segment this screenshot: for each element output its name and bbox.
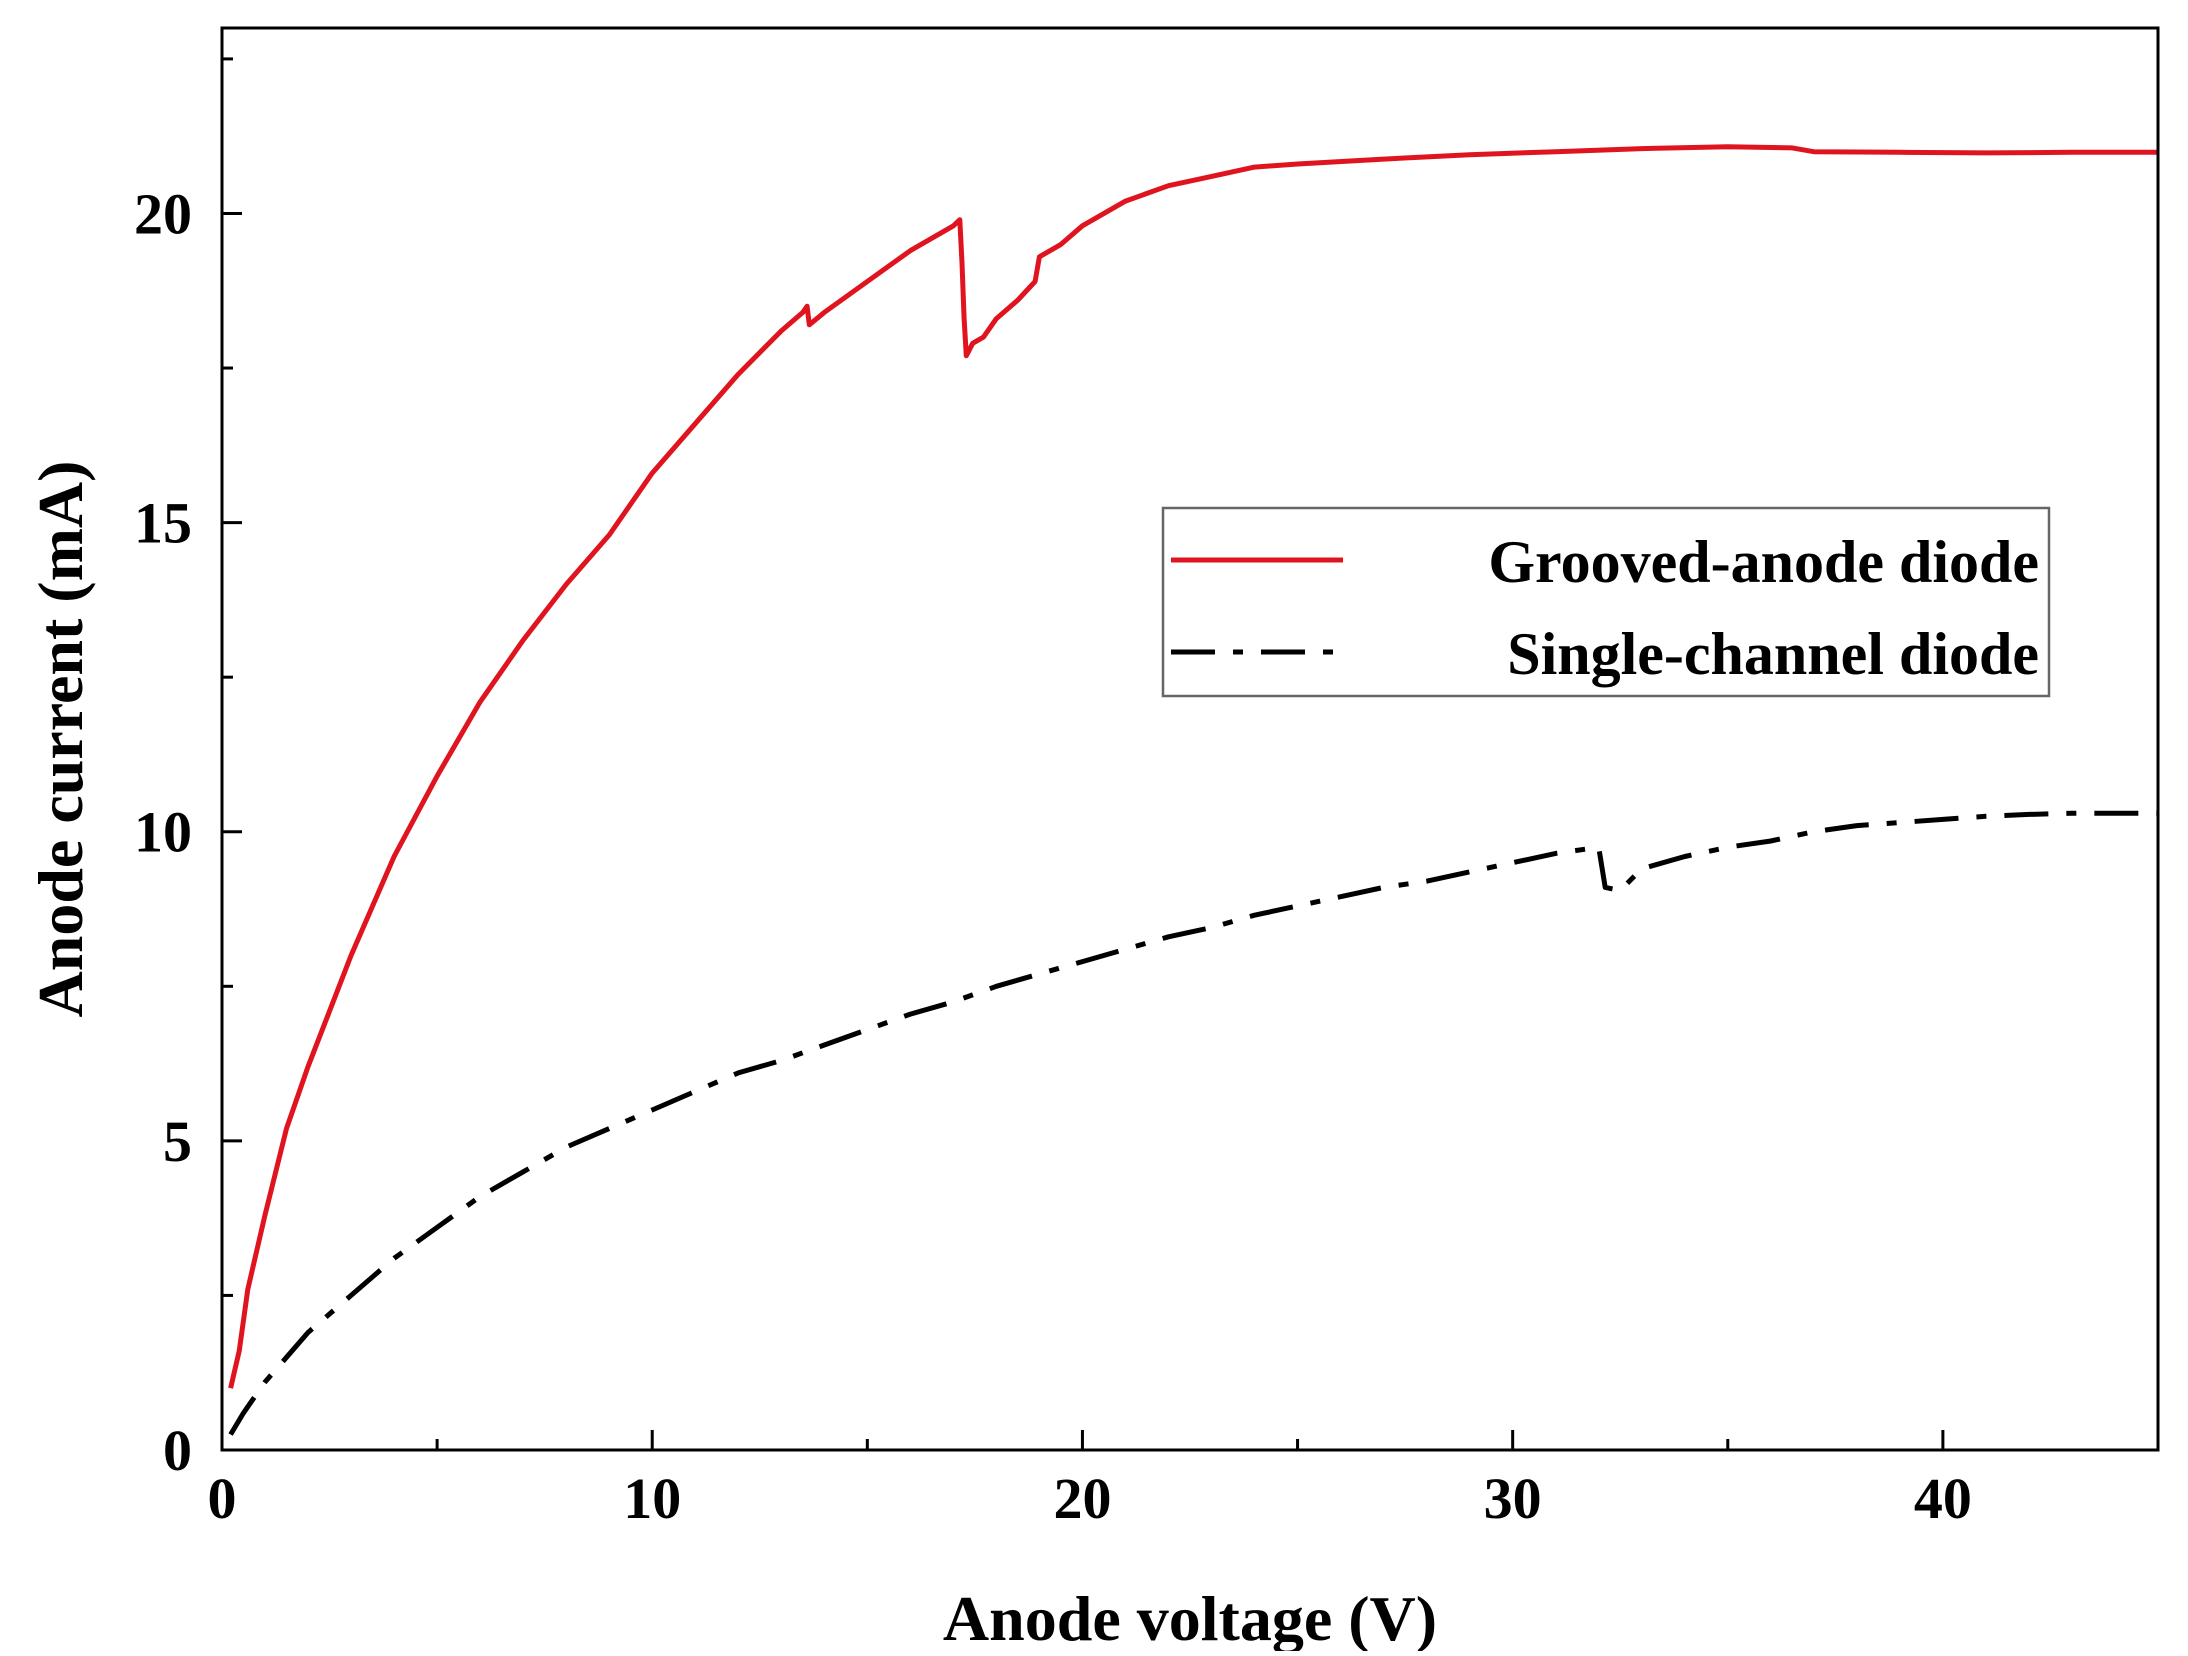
x-tick-label: 40: [1914, 1466, 1972, 1531]
series-line-single-channel: [228, 810, 2158, 1436]
plot-data: [228, 144, 2158, 1436]
legend-label-single-channel: Single-channel diode: [1507, 621, 2039, 687]
legend-label-grooved-anode: Grooved-anode diode: [1488, 529, 2039, 595]
x-tick-label: 10: [623, 1466, 681, 1531]
legend: Grooved-anode diode Single-channel diode: [1161, 506, 2051, 698]
legend-box: [1161, 506, 2051, 698]
axes: 0 10 20 30 40 0 5 10 15 20 Anode voltage (V) Anode …: [25, 26, 2160, 1654]
y-tick-label: 5: [163, 1109, 192, 1174]
plot-frame: [220, 26, 2160, 1452]
y-tick-label: 20: [134, 181, 192, 246]
y-tick-label: 15: [134, 491, 192, 556]
x-tick-label: 30: [1484, 1466, 1542, 1531]
y-axis-title: Anode current (mA): [25, 461, 96, 1018]
x-tick-label: 20: [1053, 1466, 1111, 1531]
series-line-grooved-anode: [228, 144, 2158, 1389]
y-tick-label: 10: [134, 800, 192, 865]
y-tick-label: 0: [163, 1418, 192, 1483]
x-tick-label: 0: [208, 1466, 237, 1531]
x-axis-title: Anode voltage (V): [943, 1583, 1437, 1651]
